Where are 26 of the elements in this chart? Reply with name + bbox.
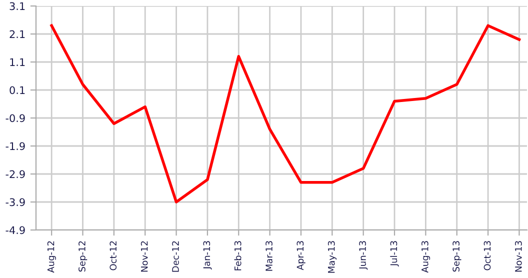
x-tick-label: Aug-12 <box>47 241 56 273</box>
x-tick-label: Dec-12 <box>172 241 179 272</box>
x-tick-label: Jan-13 <box>203 241 212 270</box>
line-series <box>50 24 521 204</box>
x-tick-label: Apr-13 <box>296 241 306 270</box>
y-tick-label: -1.9 <box>6 142 25 150</box>
x-tick-label: Nov-12 <box>140 241 148 272</box>
x-tick-label: Feb-13 <box>234 241 242 270</box>
x-tick-label: Sep-12 <box>78 241 88 272</box>
y-tick-label: -0.9 <box>6 114 25 122</box>
x-tick-label: Mar-13 <box>266 241 272 271</box>
x-tick-label: May-13 <box>328 241 337 273</box>
y-tick-label: 3.1 <box>10 2 25 10</box>
x-tick-label: Nov-13 <box>514 241 522 272</box>
x-tick-label: Oct-12 <box>110 241 117 270</box>
y-tick-label: -2.9 <box>6 170 25 178</box>
y-tick-label: -3.9 <box>6 198 25 206</box>
x-tick-label: Jul-13 <box>390 241 399 267</box>
y-tick-label: 1.1 <box>10 58 25 66</box>
y-tick-label: 0.1 <box>10 86 25 94</box>
y-tick-label: 2.1 <box>10 30 25 38</box>
y-tick-label: -4.9 <box>6 226 25 234</box>
x-tick-label: Aug-13 <box>421 241 430 273</box>
x-tick-label: Jun-13 <box>359 241 368 270</box>
x-tick-label: Sep-13 <box>452 241 462 272</box>
x-tick-label: Oct-13 <box>484 241 491 270</box>
